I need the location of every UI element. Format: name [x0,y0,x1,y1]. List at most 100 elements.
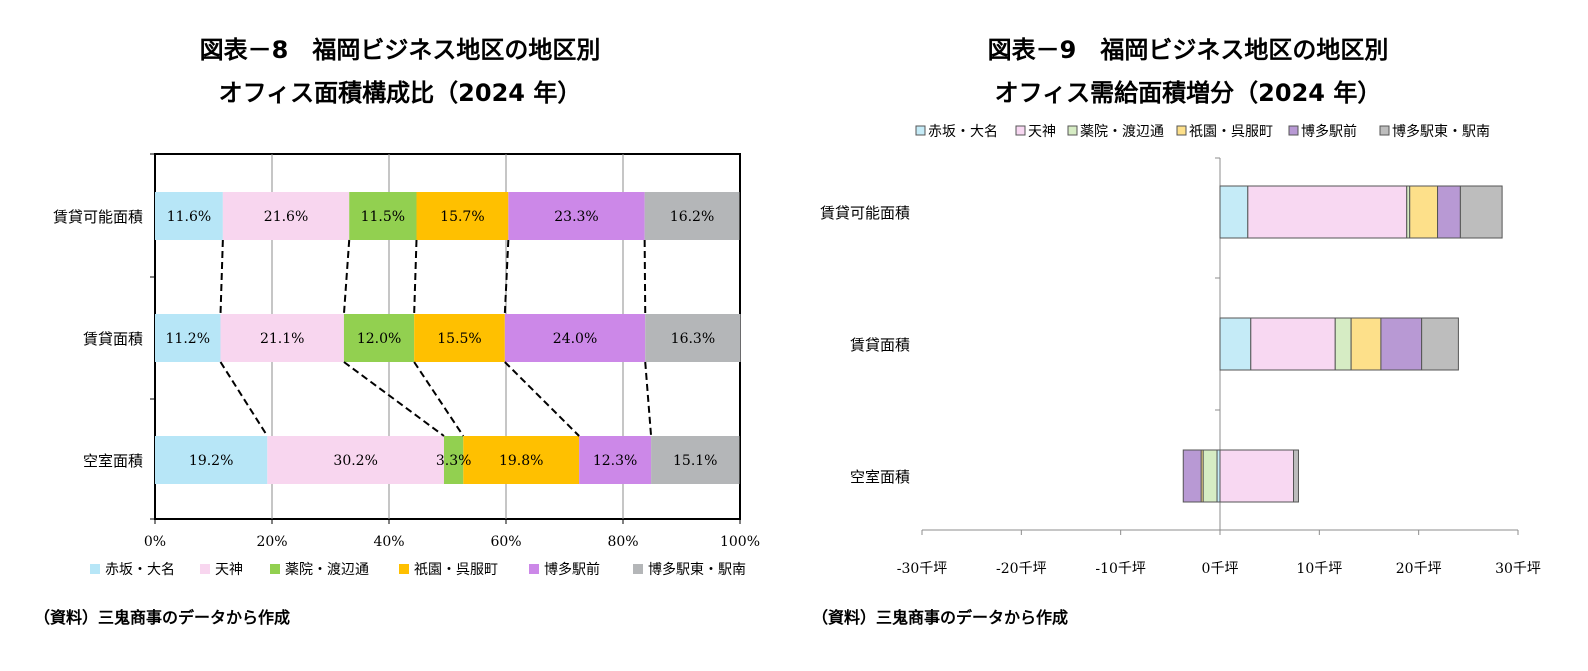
chart8-bar-segment [155,436,268,484]
chart9-bar-segment [1421,317,1459,371]
chart8-bar-segment [267,436,444,484]
chart9-xtick-label: 10千坪 [1296,561,1342,577]
chart9-bar-segment [1219,317,1252,371]
chart8-xtick-label: 0% [144,534,166,550]
chart9-source: （資料）三鬼商事のデータから作成 [812,608,1069,627]
chart8-bar-segment [416,192,509,240]
chart9-legend-label: 天神 [1028,124,1056,140]
chart8-xtick-label: 60% [490,534,521,550]
chart9-bar-segment [1202,449,1218,503]
chart9-legend-swatch [915,125,926,136]
chart9-legend-label: 博多駅東・駅南 [1392,123,1490,140]
chart8-bar-segment [222,192,350,240]
chart8-series-connector [644,361,653,437]
chart9-bar-segment [1459,185,1503,239]
chart8-bar-segment [443,436,464,484]
chart8-data-label: 15.1% [673,453,717,469]
chart9-xtick-label: 20千坪 [1396,561,1442,577]
chart8-series-connector [413,361,465,437]
chart9-subtitle: オフィス需給面積増分（2024 年） [995,79,1382,107]
chart8-series-connector [504,361,580,437]
chart9-legend-swatch [1067,125,1078,136]
chart8-subtitle: オフィス面積構成比（2024 年） [219,79,582,107]
chart9-bar-segment [1219,185,1249,239]
chart8-data-label: 19.8% [499,453,543,469]
chart9-legend-label: 薬院・渡辺通 [1080,124,1164,140]
chart8-data-label: 11.5% [361,209,405,225]
chart8-legend-label: 天神 [215,562,243,578]
chart8-bar-segment [414,314,505,362]
chart9-legend-swatch [1288,125,1299,136]
chart9-bar-segment [1437,185,1461,239]
chart8-bar-segment [220,314,344,362]
chart9-xtick-label: 30千坪 [1495,561,1541,577]
chart8-bar-segment [155,314,221,362]
chart8-category-label: 賃貸面積 [83,330,143,348]
chart9-xtick-label: -30千坪 [897,561,948,577]
chart9-xtick-label: -20千坪 [996,561,1047,577]
chart8-series-connector [503,239,510,315]
chart8-data-label: 12.0% [357,331,401,347]
chart8-bar-segment [343,314,415,362]
chart8-xtick-label: 100% [720,534,760,550]
chart8-data-label: 21.6% [264,209,308,225]
chart8-data-label: 21.1% [260,331,304,347]
chart8-bar-segment [579,436,652,484]
chart8-bar-segment [504,314,646,362]
chart9-bar-segment [1350,317,1382,371]
chart8-bar-segment [645,314,741,362]
chart9-category-label: 空室面積 [850,468,910,486]
chart8-bar-segment [644,192,740,240]
chart8-legend-swatch [633,564,643,574]
chart9-category-label: 賃貸可能面積 [820,204,910,222]
chart8-legend-swatch [200,564,210,574]
chart9-title: 図表－9 福岡ビジネス地区の地区別 [988,36,1389,64]
chart8-data-label: 11.6% [167,209,211,225]
chart8-data-label: 3.3% [436,453,472,469]
chart8-bar-segment [349,192,417,240]
chart8-xtick-label: 80% [607,534,638,550]
chart8-xtick-label: 20% [256,534,287,550]
chart8-legend-label: 赤坂・大名 [105,562,175,578]
chart8-bar-segment [463,436,580,484]
chart8-data-label: 16.3% [671,331,715,347]
chart8-data-label: 12.3% [593,453,637,469]
chart8-source: （資料）三鬼商事のデータから作成 [34,608,291,627]
chart8-data-label: 23.3% [554,209,598,225]
chart8-legend-label: 薬院・渡辺通 [285,562,369,578]
chart9-bar-segment [1247,185,1408,239]
chart9-xtick-label: 0千坪 [1202,561,1239,577]
chart8-xtick-label: 40% [373,534,404,550]
chart8-legend-label: 博多駅東・駅南 [648,561,746,578]
chart9-bar-segment [1250,317,1336,371]
chart8-legend-swatch [90,564,100,574]
chart8-series-connector [342,239,351,315]
chart8-data-label: 15.5% [437,331,481,347]
chart9-bar-segment [1182,449,1202,503]
chart8-legend-swatch [529,564,539,574]
chart9-category-label: 賃貸面積 [850,336,910,354]
chart9-legend-label: 祇園・呉服町 [1189,124,1273,140]
chart8-data-label: 15.7% [440,209,484,225]
chart8-series-connector [343,361,445,437]
chart-9: 図表－9 福岡ビジネス地区の地区別 オフィス需給面積増分（2024 年） 赤坂・… [820,36,1541,577]
chart8-title: 図表－8 福岡ビジネス地区の地区別 [200,36,601,64]
chart8-series-connector [643,239,647,315]
chart9-bar-segment [1409,185,1439,239]
chart8-legend-label: 祇園・呉服町 [414,562,498,578]
chart8-data-label: 30.2% [333,453,377,469]
chart9-legend-label: 赤坂・大名 [928,124,998,140]
chart9-legend-label: 博多駅前 [1301,123,1357,140]
chart8-bar-segment [651,436,740,484]
chart9-bar-segment [1334,317,1352,371]
chart8-data-label: 11.2% [166,331,210,347]
chart-8: 図表－8 福岡ビジネス地区の地区別 オフィス面積構成比（2024 年） 11.6… [53,36,760,578]
chart9-bar-segment [1219,449,1295,503]
chart8-series-connector [219,239,224,315]
chart9-legend-swatch [1015,125,1026,136]
chart9-bar-segment [1380,317,1423,371]
chart8-category-label: 賃貸可能面積 [53,208,143,226]
chart8-category-label: 空室面積 [83,452,143,470]
chart8-data-label: 19.2% [189,453,233,469]
chart8-series-connector [413,239,418,315]
